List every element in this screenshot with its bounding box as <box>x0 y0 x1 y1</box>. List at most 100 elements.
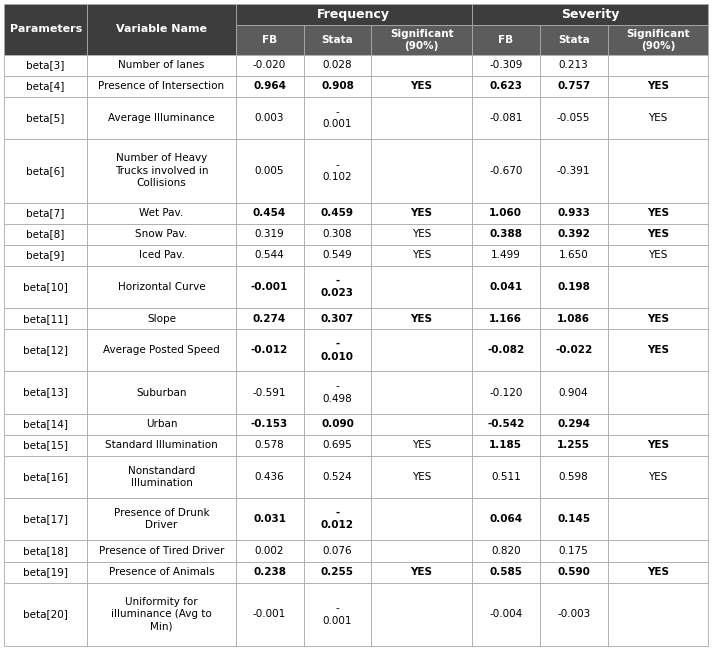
Text: YES: YES <box>412 229 431 239</box>
Text: beta[18]: beta[18] <box>23 546 68 556</box>
Bar <box>607 203 708 224</box>
Text: -0.542: -0.542 <box>487 419 525 429</box>
Bar <box>236 582 303 646</box>
Text: YES: YES <box>648 113 668 123</box>
Text: -0.003: -0.003 <box>557 609 590 619</box>
Bar <box>372 413 472 435</box>
Bar <box>236 25 303 55</box>
Text: Uniformity for
illuminance (Avg to
Min): Uniformity for illuminance (Avg to Min) <box>111 597 212 632</box>
Bar <box>4 308 88 329</box>
Text: 0.524: 0.524 <box>323 472 352 482</box>
Bar <box>303 224 372 245</box>
Text: 0.255: 0.255 <box>321 567 354 577</box>
Bar <box>540 456 607 498</box>
Bar <box>303 245 372 266</box>
Bar <box>472 498 540 540</box>
Bar <box>472 562 540 582</box>
Text: 0.585: 0.585 <box>489 567 523 577</box>
Bar <box>4 245 88 266</box>
Bar <box>303 498 372 540</box>
Bar <box>472 245 540 266</box>
Bar <box>607 55 708 76</box>
Bar <box>372 371 472 413</box>
Bar <box>607 76 708 97</box>
Text: YES: YES <box>412 472 431 482</box>
Text: 1.255: 1.255 <box>557 441 590 450</box>
Bar <box>4 55 88 76</box>
Text: Suburban: Suburban <box>136 387 187 398</box>
Bar <box>88 413 236 435</box>
Bar <box>303 435 372 456</box>
Bar <box>236 540 303 562</box>
Text: -0.081: -0.081 <box>489 113 523 123</box>
Text: Standard Illumination: Standard Illumination <box>105 441 218 450</box>
Text: 0.308: 0.308 <box>323 229 352 239</box>
Text: 0.933: 0.933 <box>557 208 590 218</box>
Bar <box>4 413 88 435</box>
Bar <box>88 456 236 498</box>
Text: 0.459: 0.459 <box>321 208 354 218</box>
Bar <box>372 76 472 97</box>
Bar <box>372 308 472 329</box>
Bar <box>303 266 372 308</box>
Text: Average Posted Speed: Average Posted Speed <box>103 345 220 356</box>
Text: 0.064: 0.064 <box>489 514 523 525</box>
Text: beta[10]: beta[10] <box>23 282 68 292</box>
Text: YES: YES <box>646 229 669 239</box>
Bar <box>540 435 607 456</box>
Text: 0.028: 0.028 <box>323 60 352 70</box>
Text: -0.120: -0.120 <box>489 387 523 398</box>
Text: Frequency: Frequency <box>317 8 390 21</box>
Bar <box>540 55 607 76</box>
Bar <box>236 55 303 76</box>
Bar <box>540 308 607 329</box>
Text: beta[4]: beta[4] <box>26 81 65 92</box>
Text: beta[8]: beta[8] <box>26 229 65 239</box>
Text: YES: YES <box>411 567 433 577</box>
Bar <box>236 203 303 224</box>
Text: YES: YES <box>411 314 433 324</box>
Bar <box>540 76 607 97</box>
Bar <box>236 562 303 582</box>
Text: Average Illuminance: Average Illuminance <box>108 113 215 123</box>
Text: 0.820: 0.820 <box>491 546 520 556</box>
Text: Horizontal Curve: Horizontal Curve <box>117 282 205 292</box>
Text: Wet Pav.: Wet Pav. <box>140 208 184 218</box>
Bar <box>4 329 88 371</box>
Bar <box>372 139 472 203</box>
Text: beta[11]: beta[11] <box>23 314 68 324</box>
Text: Urban: Urban <box>146 419 177 429</box>
Text: Number of Heavy
Trucks involved in
Collisions: Number of Heavy Trucks involved in Colli… <box>115 153 208 188</box>
Bar <box>540 371 607 413</box>
Bar <box>88 55 236 76</box>
Text: -0.391: -0.391 <box>557 166 590 176</box>
Text: Nonstandard
Illumination: Nonstandard Illumination <box>128 466 195 488</box>
Bar <box>540 203 607 224</box>
Text: 0.549: 0.549 <box>323 250 352 260</box>
Text: beta[9]: beta[9] <box>26 250 65 260</box>
Text: 0.090: 0.090 <box>321 419 354 429</box>
Bar <box>372 562 472 582</box>
Bar <box>607 371 708 413</box>
Bar <box>472 224 540 245</box>
Bar <box>88 435 236 456</box>
Bar <box>472 97 540 139</box>
Bar <box>4 224 88 245</box>
Text: YES: YES <box>646 567 669 577</box>
Bar <box>236 245 303 266</box>
Text: Significant
(90%): Significant (90%) <box>626 29 690 51</box>
Bar <box>372 329 472 371</box>
Bar <box>303 371 372 413</box>
Bar <box>372 435 472 456</box>
Bar <box>88 203 236 224</box>
Text: 0.002: 0.002 <box>255 546 284 556</box>
Text: 0.003: 0.003 <box>255 113 284 123</box>
Text: Snow Pav.: Snow Pav. <box>135 229 187 239</box>
Text: YES: YES <box>648 250 668 260</box>
Bar <box>540 582 607 646</box>
Text: beta[14]: beta[14] <box>23 419 68 429</box>
Text: YES: YES <box>646 314 669 324</box>
Bar <box>88 224 236 245</box>
Bar <box>540 498 607 540</box>
Bar <box>4 582 88 646</box>
